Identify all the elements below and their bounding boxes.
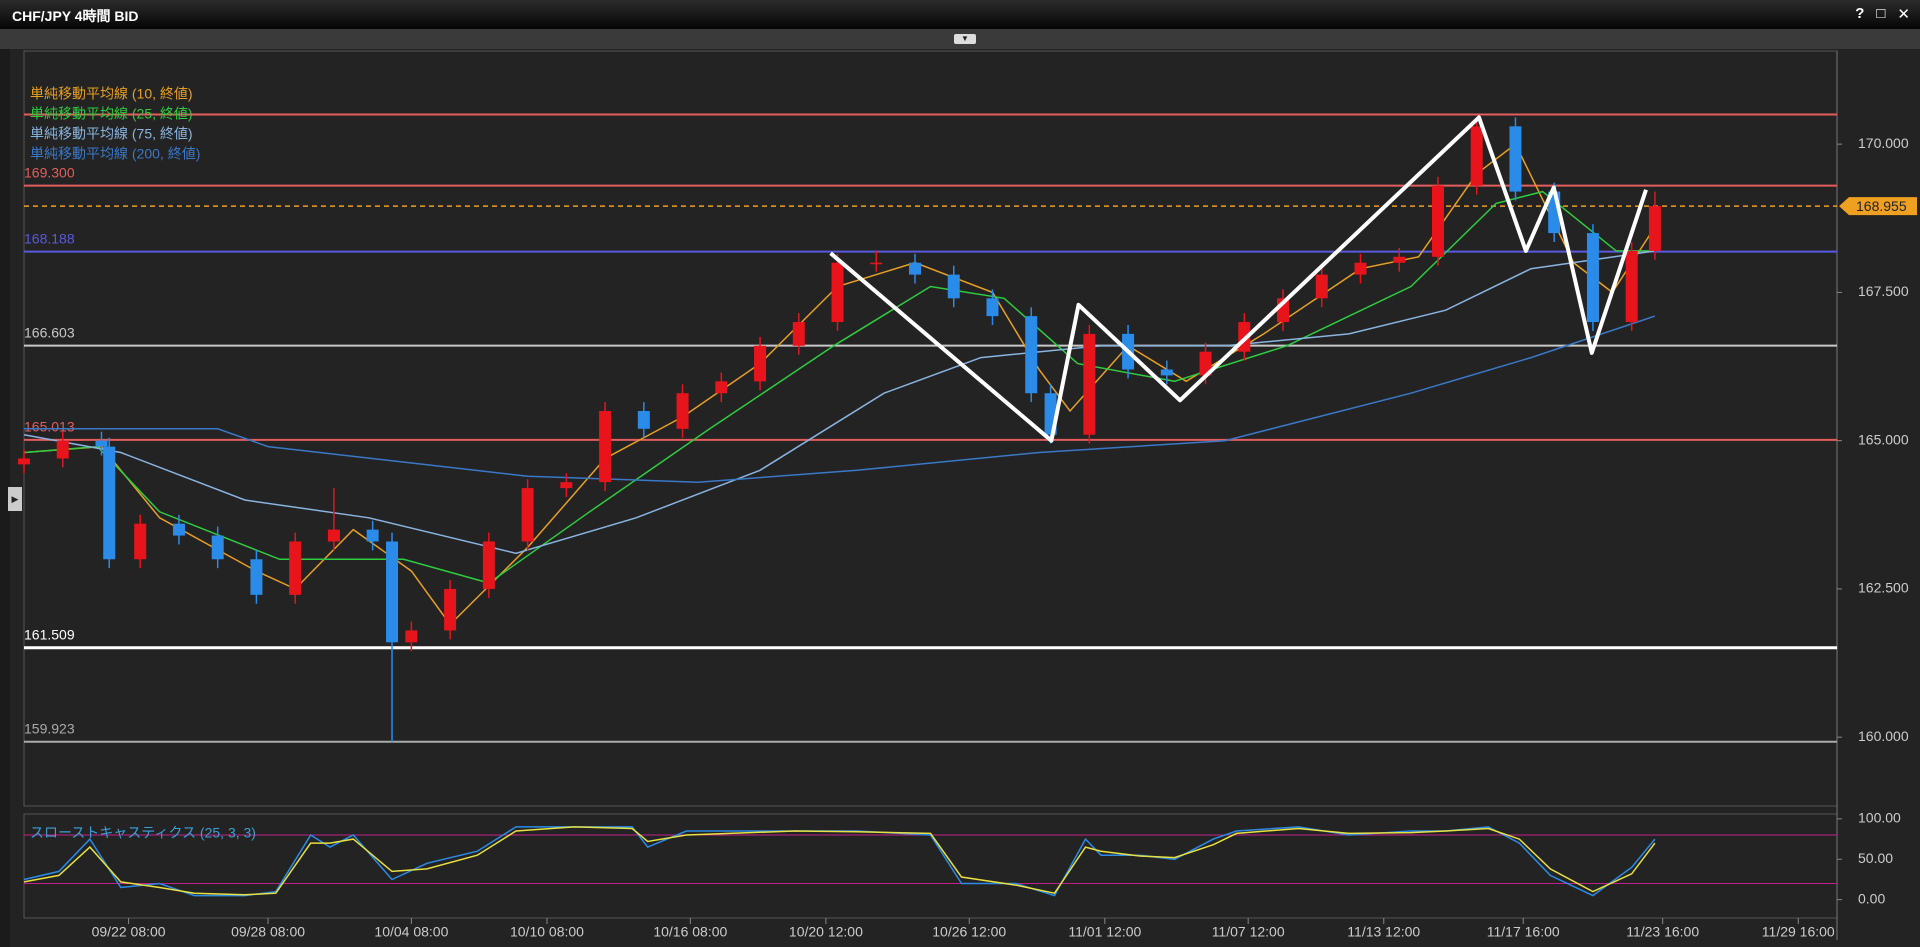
candle-body xyxy=(250,559,263,595)
candle-body xyxy=(870,262,883,265)
candle-body xyxy=(386,541,399,643)
candle-body xyxy=(831,262,844,323)
moving-average-line xyxy=(24,315,1656,483)
candle-body xyxy=(521,488,534,542)
legend-entry: 単純移動平均線 (25, 終値) xyxy=(30,106,193,122)
window-title: CHF/JPY 4時間 BID xyxy=(12,8,139,24)
oscillator-title: スローストキャスティクス (25, 3, 3) xyxy=(30,825,256,841)
oscillator-line xyxy=(23,826,1656,897)
candle-body xyxy=(482,541,495,589)
candle-body xyxy=(1354,262,1367,275)
x-tick-label: 11/17 16:00 xyxy=(1487,924,1560,940)
candle-body xyxy=(56,440,69,459)
candle-body xyxy=(211,535,224,560)
candle-body xyxy=(1431,185,1444,257)
candle-body xyxy=(676,393,689,429)
x-tick-label: 10/10 08:00 xyxy=(510,924,584,940)
candle-body xyxy=(947,274,960,299)
candle-body xyxy=(792,322,805,346)
y-tick-label: 162.500 xyxy=(1858,580,1909,596)
chart-background xyxy=(10,49,1920,947)
maximize-button[interactable]: □ xyxy=(1876,5,1886,22)
last-price-label: 168.955 xyxy=(1856,198,1907,214)
last-price-tag xyxy=(1839,197,1917,216)
level-label: 169.300 xyxy=(24,164,75,180)
candle-body xyxy=(1315,274,1328,299)
level-label: 159.923 xyxy=(24,720,75,736)
pattern-line xyxy=(829,115,1648,443)
candle-body xyxy=(327,529,340,542)
candle-body xyxy=(599,411,612,483)
candle-body xyxy=(1393,256,1406,263)
candle-body xyxy=(1648,206,1661,251)
level-label: 161.509 xyxy=(24,626,75,642)
candle-body xyxy=(715,381,728,394)
candle-body xyxy=(405,630,418,643)
y-tick-label: 160.000 xyxy=(1858,728,1909,744)
candle-body xyxy=(1509,126,1522,192)
y-tick-label: 100.00 xyxy=(1858,810,1901,826)
candle-body xyxy=(1625,250,1638,323)
side-panel-button[interactable]: ▶ xyxy=(8,487,22,511)
help-button[interactable]: ? xyxy=(1855,5,1865,22)
candle-body xyxy=(134,523,147,560)
dropdown-button[interactable]: ▼ xyxy=(954,34,976,44)
x-tick-label: 10/04 08:00 xyxy=(374,924,448,940)
candle-body xyxy=(18,458,30,465)
y-tick-label: 50.00 xyxy=(1858,850,1893,866)
legend-entry: 単純移動平均線 (75, 終値) xyxy=(30,126,193,142)
x-tick-label: 09/22 08:00 xyxy=(92,924,166,940)
legend-entry: 単純移動平均線 (200, 終値) xyxy=(30,146,200,162)
candle-body xyxy=(1160,369,1173,376)
level-label: 165.013 xyxy=(24,419,75,435)
candle-body xyxy=(986,298,999,317)
x-tick-label: 11/01 12:00 xyxy=(1068,924,1141,940)
x-tick-label: 10/16 08:00 xyxy=(653,924,727,940)
x-tick-label: 11/23 16:00 xyxy=(1626,924,1699,940)
x-tick-label: 10/26 12:00 xyxy=(932,924,1006,940)
candle-body xyxy=(1470,126,1483,186)
title-bar: CHF/JPY 4時間 BID ? □ ✕ xyxy=(0,0,1920,29)
candle-body xyxy=(1199,351,1212,376)
candle-body xyxy=(444,588,457,631)
legend-entry: 単純移動平均線 (10, 終値) xyxy=(30,86,193,102)
candle-body xyxy=(637,411,650,429)
window-controls: ? □ ✕ xyxy=(1855,5,1910,23)
candle-body xyxy=(1083,333,1096,435)
moving-average-line xyxy=(23,190,1655,584)
candle-body xyxy=(1025,316,1038,394)
candle-body xyxy=(172,523,185,536)
candle-body xyxy=(289,541,302,595)
y-tick-label: 0.00 xyxy=(1858,890,1885,906)
x-tick-label: 11/13 12:00 xyxy=(1347,924,1420,940)
oscillator-line xyxy=(23,826,1656,896)
y-tick-label: 165.000 xyxy=(1858,431,1909,447)
y-tick-label: 167.500 xyxy=(1858,283,1909,299)
candle-body xyxy=(103,446,116,560)
toolbar-strip: ▼ xyxy=(0,29,1920,49)
x-tick-label: 11/29 16:00 xyxy=(1762,924,1835,940)
y-tick-label: 170.000 xyxy=(1858,135,1909,151)
candle-body xyxy=(1586,233,1599,323)
close-button[interactable]: ✕ xyxy=(1897,6,1910,23)
candle-body xyxy=(909,262,922,275)
candle-body xyxy=(366,529,379,542)
moving-average-line xyxy=(23,250,1656,555)
candle-body xyxy=(95,440,108,447)
level-label: 168.188 xyxy=(24,230,75,246)
x-tick-label: 11/07 12:00 xyxy=(1212,924,1285,940)
x-tick-label: 10/20 12:00 xyxy=(789,924,863,940)
candle-body xyxy=(754,345,767,382)
x-tick-label: 09/28 08:00 xyxy=(231,924,305,940)
candle-body xyxy=(560,482,573,489)
level-label: 166.603 xyxy=(24,324,75,340)
